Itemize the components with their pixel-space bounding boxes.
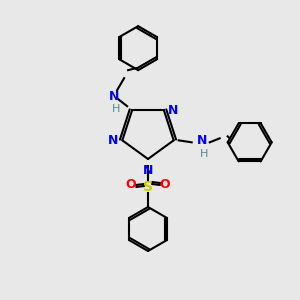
Text: N: N	[109, 90, 119, 103]
Text: N: N	[108, 134, 118, 147]
Text: N: N	[196, 134, 207, 147]
Text: H: H	[112, 104, 120, 114]
Text: H: H	[200, 149, 208, 159]
Text: O: O	[126, 178, 136, 190]
Text: N: N	[168, 104, 178, 117]
Text: O: O	[160, 178, 170, 190]
Text: S: S	[143, 180, 153, 194]
Text: N: N	[143, 164, 153, 177]
